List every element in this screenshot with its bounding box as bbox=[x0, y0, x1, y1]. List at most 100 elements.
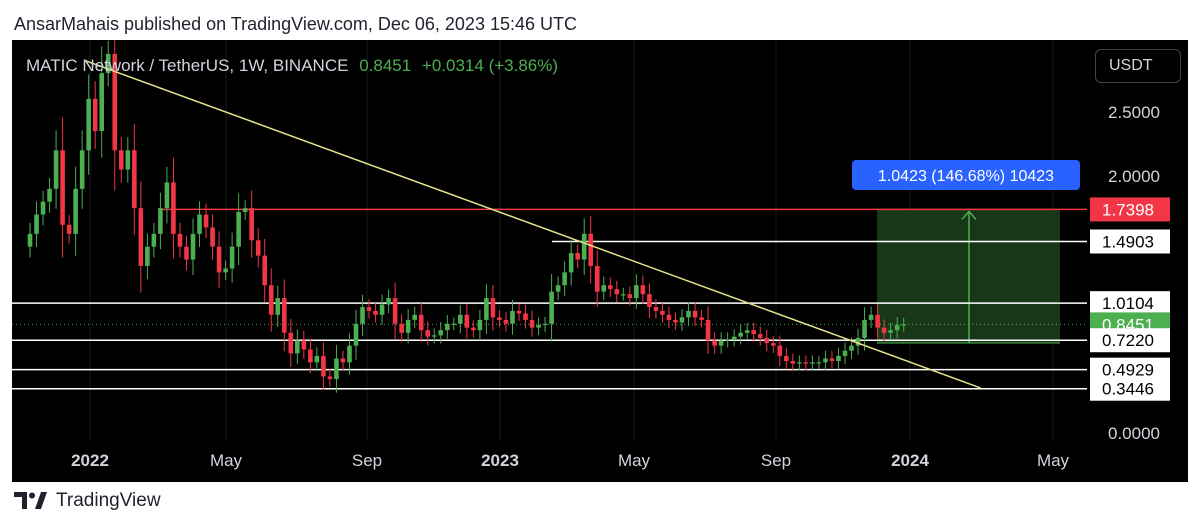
trendline bbox=[84, 59, 982, 389]
symbol-name: MATIC Network / TetherUS, 1W, BINANCE bbox=[26, 56, 349, 75]
candle-body-97 bbox=[660, 310, 665, 315]
candle-body-78 bbox=[536, 325, 541, 328]
candle-body-112 bbox=[757, 334, 763, 338]
candle-body-62 bbox=[431, 335, 437, 337]
candle-body-88 bbox=[601, 285, 607, 292]
candle-body-47 bbox=[334, 358, 339, 380]
candle-body-69 bbox=[477, 319, 483, 331]
candle-body-22 bbox=[171, 182, 176, 234]
x-tick-label-2: Sep bbox=[352, 451, 382, 470]
price-tag-bg-2 bbox=[1090, 291, 1170, 316]
candle-body-84 bbox=[575, 253, 580, 260]
candle-body-15 bbox=[125, 150, 131, 170]
candle-body-124 bbox=[836, 355, 841, 362]
candle-body-101 bbox=[686, 310, 691, 318]
candle-body-123 bbox=[829, 358, 835, 362]
candle-body-132 bbox=[888, 330, 893, 333]
y-tick-label-1: 2.0000 bbox=[1108, 167, 1160, 186]
candle-body-17 bbox=[138, 208, 144, 266]
footer-brand: TradingView bbox=[56, 490, 161, 511]
price-tag-5: 0.4929 bbox=[1102, 361, 1154, 380]
published-info: AnsarMahais published on TradingView.com… bbox=[14, 14, 577, 34]
tradingview-logo-icon bbox=[14, 492, 48, 510]
candle-body-99 bbox=[673, 319, 678, 323]
candle-body-39 bbox=[281, 298, 287, 333]
candle-body-4 bbox=[53, 150, 59, 189]
candle-body-67 bbox=[464, 314, 470, 328]
candle-body-58 bbox=[405, 319, 411, 333]
candle-body-106 bbox=[718, 340, 724, 346]
candle-body-16 bbox=[132, 150, 137, 209]
candle-body-53 bbox=[373, 310, 378, 315]
candle-body-70 bbox=[484, 298, 489, 320]
candle-body-37 bbox=[268, 285, 274, 315]
candle-body-77 bbox=[529, 319, 535, 328]
candle-body-7 bbox=[73, 188, 78, 234]
candle-body-32 bbox=[236, 211, 241, 247]
x-tick-label-7: May bbox=[1037, 451, 1070, 470]
candle-body-6 bbox=[66, 224, 72, 234]
candle-body-29 bbox=[216, 246, 222, 273]
candle-body-30 bbox=[223, 268, 228, 273]
candle-body-119 bbox=[803, 362, 809, 364]
candle-body-31 bbox=[229, 246, 235, 269]
candle-body-68 bbox=[471, 327, 476, 331]
x-tick-label-1: May bbox=[210, 451, 243, 470]
candle-body-63 bbox=[438, 330, 444, 336]
candle-body-113 bbox=[764, 337, 770, 344]
candle-body-125 bbox=[842, 350, 848, 356]
y-tick-label-2: 0.0000 bbox=[1108, 424, 1160, 443]
x-tick-label-0: 2022 bbox=[71, 451, 109, 470]
chart-panel[interactable]: 1.0423 (146.68%) 10423 2.5000 2.0000 0.0000… bbox=[12, 40, 1188, 482]
candle-body-87 bbox=[594, 265, 600, 292]
candle-body-71 bbox=[490, 298, 496, 318]
candle-body-21 bbox=[164, 182, 170, 209]
candle-body-25 bbox=[190, 233, 196, 260]
candle-body-103 bbox=[699, 317, 704, 320]
candle-body-90 bbox=[614, 289, 620, 295]
candle-body-133 bbox=[894, 325, 900, 331]
candle-body-91 bbox=[621, 294, 626, 296]
candle-body-9 bbox=[86, 98, 91, 151]
measure-arrow-head bbox=[961, 210, 977, 220]
candle-body-108 bbox=[731, 336, 737, 340]
candle-body-59 bbox=[412, 314, 417, 320]
price-chart[interactable]: 1.0423 (146.68%) 10423 2.5000 2.0000 0.0000… bbox=[12, 40, 1188, 482]
candle-body-44 bbox=[314, 355, 320, 363]
candle-body-72 bbox=[497, 317, 502, 320]
symbol-price: 0.8451 bbox=[359, 56, 412, 75]
candle-body-33 bbox=[242, 208, 248, 212]
candle-body-2 bbox=[40, 201, 46, 215]
candle-body-55 bbox=[386, 298, 391, 305]
price-tag-4: 0.7220 bbox=[1102, 331, 1154, 350]
candle-body-49 bbox=[347, 345, 352, 363]
candle-body-82 bbox=[562, 272, 567, 286]
candle-body-11 bbox=[99, 73, 105, 132]
currency-button[interactable]: USDT bbox=[1095, 49, 1181, 83]
candle-body-134 bbox=[901, 324, 906, 326]
price-tag-bg-0 bbox=[1090, 197, 1170, 222]
candle-body-105 bbox=[712, 340, 717, 346]
candle-body-26 bbox=[197, 214, 202, 234]
candle-body-43 bbox=[308, 349, 313, 363]
price-tag-0: 1.7398 bbox=[1102, 200, 1154, 219]
x-tick-label-3: 2023 bbox=[481, 451, 519, 470]
candle-body-10 bbox=[92, 98, 98, 132]
candle-body-41 bbox=[295, 340, 300, 354]
candle-body-20 bbox=[158, 208, 163, 234]
candle-body-131 bbox=[881, 327, 887, 333]
candle-body-38 bbox=[275, 298, 281, 315]
candle-body-76 bbox=[523, 313, 528, 320]
price-tag-bg-6 bbox=[1090, 376, 1170, 401]
candle-body-50 bbox=[353, 323, 359, 346]
candle-body-1 bbox=[34, 214, 39, 234]
candle-body-18 bbox=[145, 246, 150, 266]
candle-body-36 bbox=[262, 255, 268, 286]
candle-body-122 bbox=[823, 358, 828, 363]
candle-body-27 bbox=[203, 214, 209, 228]
candle-body-45 bbox=[321, 355, 326, 377]
price-tag-1: 1.4903 bbox=[1102, 232, 1154, 251]
candle-body-89 bbox=[607, 285, 613, 290]
candle-body-24 bbox=[184, 246, 189, 260]
candle-body-92 bbox=[627, 294, 633, 299]
